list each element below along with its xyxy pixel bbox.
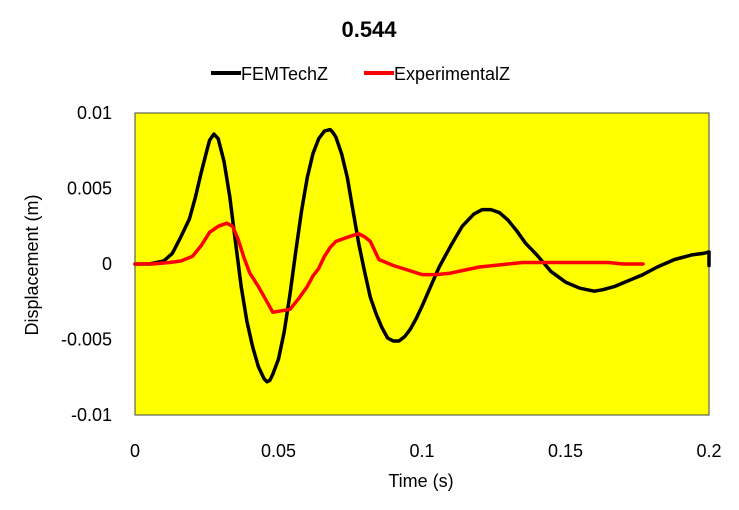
x-axis-title: Time (s) [388,471,453,491]
x-tick-label: 0.15 [548,441,583,461]
y-axis-ticks: 0.01 0.005 0 -0.005 -0.01 [61,103,112,425]
y-tick-label: 0.005 [67,179,112,199]
x-tick-label: 0.1 [409,441,434,461]
y-tick-label: -0.01 [71,405,112,425]
x-tick-label: 0 [130,441,140,461]
y-axis-title: Displacement (m) [22,194,42,335]
y-tick-label: -0.005 [61,330,112,350]
x-axis-ticks: 0 0.05 0.1 0.15 0.2 [130,441,722,461]
series-line-experimentalz [133,221,645,315]
chart-title: 0.544 [341,17,397,42]
x-tick-label: 0.05 [261,441,296,461]
x-tick-label: 0.2 [696,441,721,461]
legend: FEMTechZ ExperimentalZ [211,64,510,84]
legend-label-experimentalz: ExperimentalZ [394,64,510,84]
y-tick-label: 0.01 [77,103,112,123]
y-tick-label: 0 [102,254,112,274]
series-line-femtechz [133,127,711,384]
series-layer [133,127,711,384]
legend-label-femtechz: FEMTechZ [241,64,328,84]
